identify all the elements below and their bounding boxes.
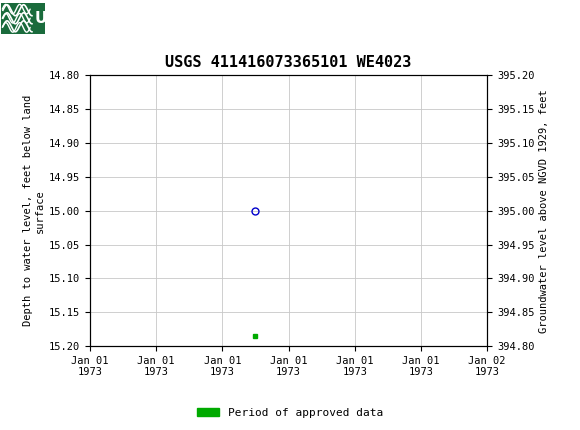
Y-axis label: Depth to water level, feet below land
surface: Depth to water level, feet below land su… (23, 95, 45, 326)
Title: USGS 411416073365101 WE4023: USGS 411416073365101 WE4023 (165, 55, 412, 70)
FancyBboxPatch shape (1, 3, 45, 34)
Text: USGS: USGS (35, 11, 82, 26)
Y-axis label: Groundwater level above NGVD 1929, feet: Groundwater level above NGVD 1929, feet (539, 89, 549, 332)
Legend: Period of approved data: Period of approved data (193, 403, 387, 422)
